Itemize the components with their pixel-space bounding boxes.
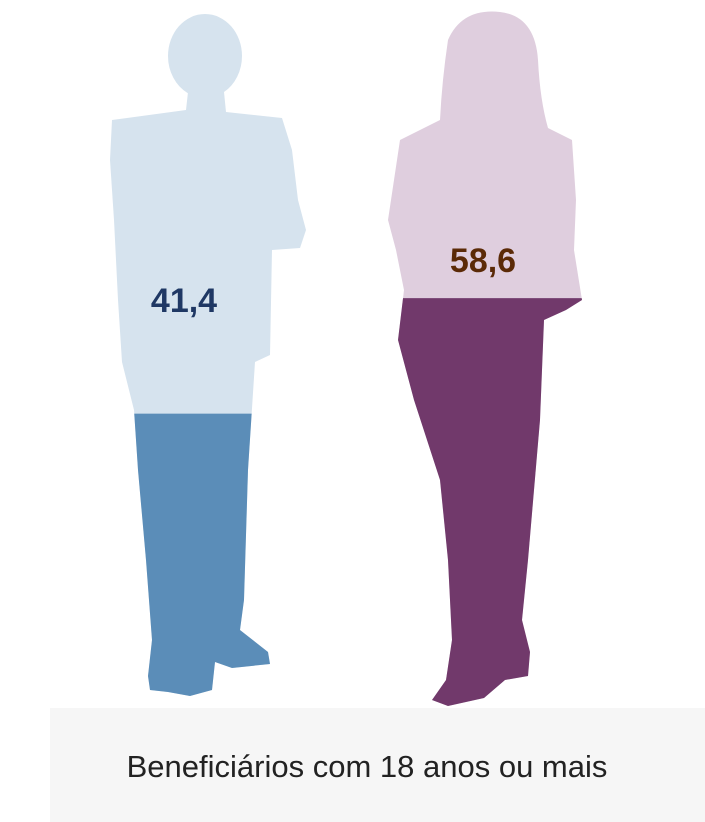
caption: Beneficiários com 18 anos ou mais: [127, 749, 608, 784]
value-label: 41,4: [151, 282, 217, 320]
figure: [388, 11, 582, 706]
value-label: 58,6: [450, 242, 516, 280]
figure-fill: [388, 298, 582, 706]
figures: 41,4 58,6: [110, 11, 582, 706]
caption-box: [50, 708, 705, 822]
figure-fill: [110, 413, 306, 696]
figure: [110, 14, 306, 696]
